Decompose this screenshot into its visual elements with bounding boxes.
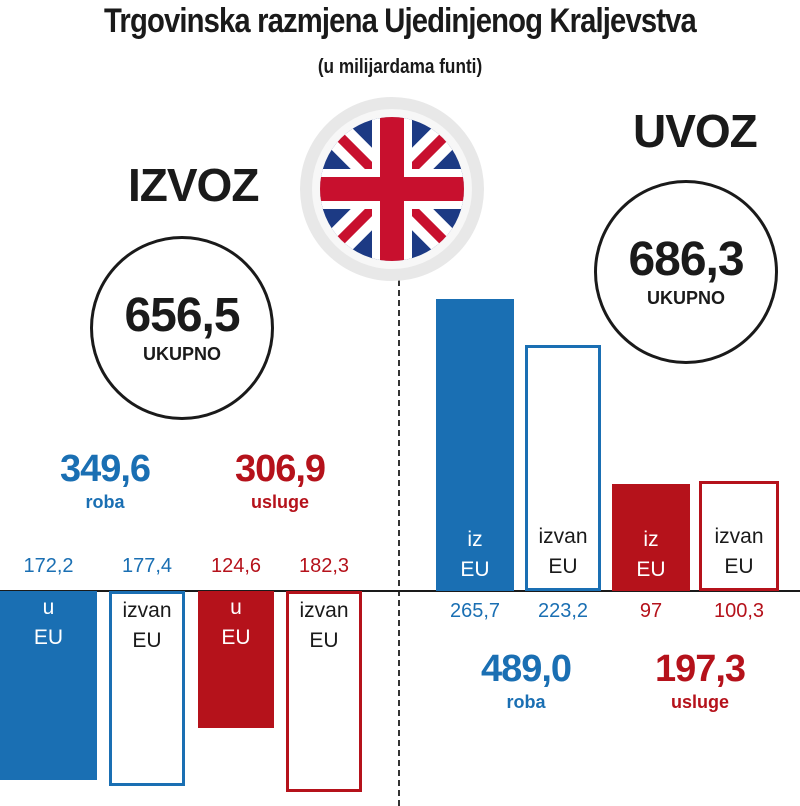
chart-title: Trgovinska razmjena Ujedinjenog Kraljevs…: [104, 2, 697, 40]
export-total-value: 656,5: [124, 288, 240, 342]
import-goods-value: 489,0: [480, 648, 572, 690]
bar-value-label: 97: [639, 600, 663, 622]
bar-value-label: 100,3: [713, 600, 765, 622]
export-goods-total: 349,6 roba: [40, 450, 170, 513]
bar-label-line1: u: [42, 596, 55, 619]
bar-label-line1: izvan: [122, 599, 172, 622]
bar-label: izvan EU: [112, 596, 182, 656]
bar-label-line1: izvan: [714, 525, 764, 548]
bar-uvoz-4: iz EU: [436, 299, 514, 591]
bar-label: iz EU: [612, 525, 690, 585]
bar-label-line2: EU: [221, 626, 251, 649]
bar-label-line2: EU: [33, 626, 64, 649]
uk-flag-icon: [298, 95, 486, 283]
bar-izvoz-3: izvan EU: [286, 591, 362, 792]
bar-izvoz-2: u EU: [198, 591, 274, 728]
bar-label: izvan EU: [289, 596, 359, 656]
export-total-label: UKUPNO: [142, 343, 221, 364]
export-services-total: 306,9 usluge: [215, 450, 345, 513]
export-heading: IZVOZ: [128, 159, 259, 211]
import-total-value: 686,3: [628, 232, 744, 286]
bar-label-line2: EU: [636, 558, 666, 581]
bar-label-line2: EU: [132, 629, 162, 652]
export-goods-value: 349,6: [59, 448, 151, 490]
bar-value-label: 172,2: [23, 555, 74, 577]
import-total-circle: 686,3 UKUPNO: [594, 180, 778, 364]
import-services-total: 197,3 usluge: [620, 650, 780, 713]
bar-value-label: 223,2: [537, 600, 589, 622]
bar-label: u EU: [198, 593, 274, 653]
import-goods-total: 489,0 roba: [446, 650, 606, 713]
bar-label-line2: EU: [724, 555, 754, 578]
bar-label-line1: iz: [643, 528, 659, 551]
bar-value-label: 177,4: [121, 555, 173, 577]
bar-izvoz-1: izvan EU: [109, 591, 185, 786]
import-heading: UVOZ: [633, 105, 758, 157]
import-total-label: UKUPNO: [646, 287, 725, 308]
bar-label: izvan EU: [528, 522, 598, 582]
bar-label-line1: izvan: [538, 525, 588, 548]
section-divider: [398, 260, 400, 806]
bar-label-line2: EU: [548, 555, 578, 578]
bar-label-line1: u: [230, 596, 242, 619]
import-services-value: 197,3: [654, 648, 746, 690]
bar-value-label: 182,3: [298, 555, 350, 577]
bar-label-line2: EU: [309, 629, 339, 652]
chart-baseline: [0, 590, 800, 592]
export-services-label: usluge: [250, 492, 309, 512]
import-goods-label: roba: [506, 692, 546, 712]
bar-uvoz-5: izvan EU: [525, 345, 601, 591]
bar-value-label: 265,7: [449, 600, 501, 622]
export-total-circle: 656,5 UKUPNO: [90, 236, 274, 420]
bar-label-line1: iz: [467, 528, 483, 551]
bar-label-line2: EU: [460, 558, 490, 581]
bar-uvoz-6: iz EU: [612, 484, 690, 591]
bar-uvoz-7: izvan EU: [699, 481, 779, 591]
import-services-label: usluge: [670, 692, 729, 712]
bar-izvoz-0: u EU: [0, 591, 97, 780]
bar-label: iz EU: [436, 525, 514, 585]
bar-label: izvan EU: [702, 522, 776, 582]
chart-subtitle: (u milijardama funti): [317, 56, 483, 78]
bar-value-label: 124,6: [210, 555, 262, 577]
export-services-value: 306,9: [234, 448, 326, 490]
export-goods-label: roba: [85, 492, 125, 512]
bar-label-line1: izvan: [299, 599, 349, 622]
bar-label: u EU: [0, 593, 97, 653]
